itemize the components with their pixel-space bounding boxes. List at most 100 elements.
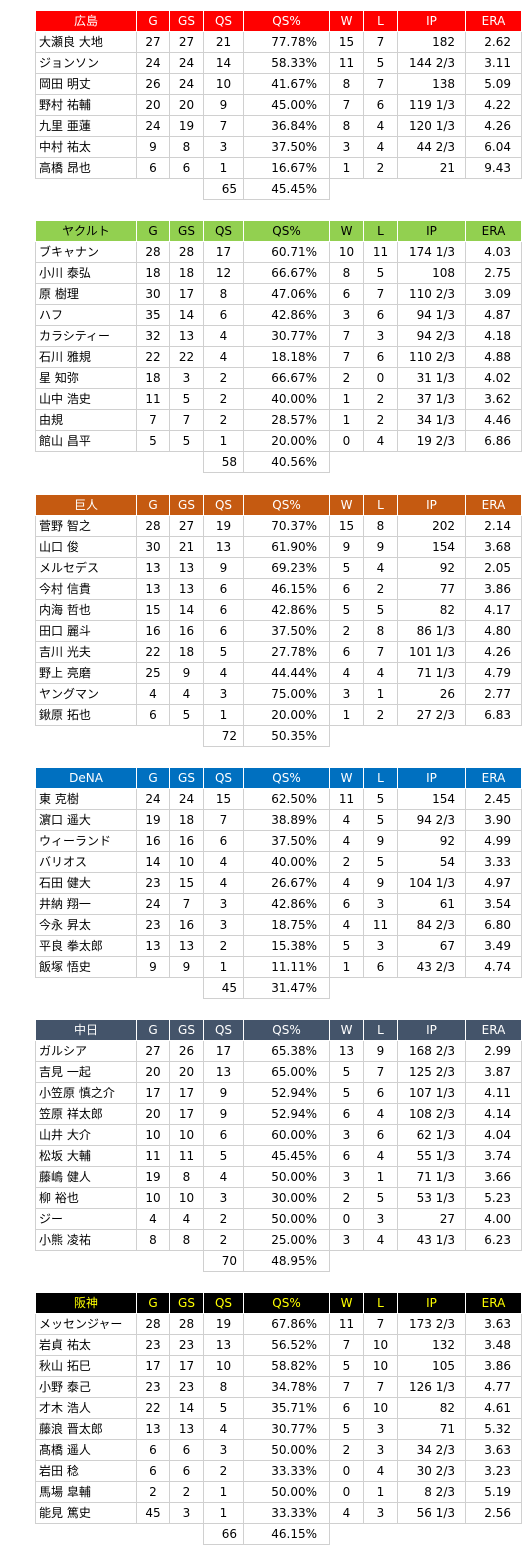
innings-pitched-cell: 27 2/3 bbox=[397, 704, 466, 726]
games-cell: 2 bbox=[136, 1481, 170, 1503]
era-cell: 2.05 bbox=[465, 557, 522, 579]
games-started-cell: 13 bbox=[169, 1418, 204, 1440]
era-cell: 3.49 bbox=[465, 935, 522, 957]
empty-cell bbox=[364, 1524, 398, 1545]
losses-cell: 6 bbox=[363, 94, 398, 116]
wins-cell: 1 bbox=[329, 956, 364, 978]
innings-pitched-cell: 55 1/3 bbox=[397, 1145, 466, 1167]
wins-cell: 2 bbox=[329, 620, 364, 642]
games-started-cell: 13 bbox=[169, 935, 204, 957]
losses-cell: 2 bbox=[363, 704, 398, 726]
empty-cell bbox=[330, 726, 364, 747]
quality-starts-cell: 10 bbox=[203, 73, 244, 95]
empty-cell bbox=[364, 1251, 398, 1272]
total-qs-rate: 50.35% bbox=[243, 725, 330, 747]
quality-starts-cell: 1 bbox=[203, 704, 244, 726]
wins-cell: 1 bbox=[329, 704, 364, 726]
team-table-3: DeNA G GS QS QS% W L IP ERA 東 克樹 24 24 15 62.50% 11 5 15… bbox=[35, 767, 522, 999]
wins-cell: 2 bbox=[329, 1439, 364, 1461]
wins-cell: 8 bbox=[329, 115, 364, 137]
total-quality-starts: 65 bbox=[203, 178, 244, 200]
wins-cell: 5 bbox=[329, 1061, 364, 1083]
quality-starts-cell: 9 bbox=[203, 1082, 244, 1104]
player-name-cell: ウィーランド bbox=[35, 830, 137, 852]
era-cell: 3.90 bbox=[465, 809, 522, 831]
era-cell: 2.62 bbox=[465, 31, 522, 53]
qs-rate-cell: 52.94% bbox=[243, 1103, 330, 1125]
losses-cell: 4 bbox=[363, 115, 398, 137]
empty-cell bbox=[398, 452, 466, 473]
table-row: 星 知弥 18 3 2 66.67% 2 0 31 1/3 4.02 bbox=[35, 367, 522, 389]
games-cell: 28 bbox=[136, 1313, 170, 1335]
table-row: ジョンソン 24 24 14 58.33% 11 5 144 2/3 3.11 bbox=[35, 52, 522, 74]
column-header-innings-pitched: IP bbox=[397, 10, 466, 32]
era-cell: 3.33 bbox=[465, 851, 522, 873]
games-cell: 6 bbox=[136, 157, 170, 179]
games-started-cell: 27 bbox=[169, 515, 204, 537]
losses-cell: 3 bbox=[363, 1439, 398, 1461]
table-row: 中村 祐太 9 8 3 37.50% 3 4 44 2/3 6.04 bbox=[35, 136, 522, 158]
wins-cell: 2 bbox=[329, 367, 364, 389]
player-name-cell: 才木 浩人 bbox=[35, 1397, 137, 1419]
losses-cell: 4 bbox=[363, 1229, 398, 1251]
table-row: 吉見 一起 20 20 13 65.00% 5 7 125 2/3 3.87 bbox=[35, 1061, 522, 1083]
innings-pitched-cell: 110 2/3 bbox=[397, 346, 466, 368]
empty-cell bbox=[170, 452, 204, 473]
era-cell: 4.88 bbox=[465, 346, 522, 368]
qs-rate-cell: 16.67% bbox=[243, 157, 330, 179]
empty-cell bbox=[398, 978, 466, 999]
table-row: 今永 昇太 23 16 3 18.75% 4 11 84 2/3 6.80 bbox=[35, 914, 522, 936]
empty-cell bbox=[36, 726, 137, 747]
games-cell: 23 bbox=[136, 1376, 170, 1398]
losses-cell: 10 bbox=[363, 1397, 398, 1419]
games-cell: 25 bbox=[136, 662, 170, 684]
quality-starts-cell: 4 bbox=[203, 1418, 244, 1440]
column-header-wins: W bbox=[329, 10, 364, 32]
wins-cell: 11 bbox=[329, 788, 364, 810]
qs-rate-cell: 66.67% bbox=[243, 262, 330, 284]
qs-rate-cell: 27.78% bbox=[243, 641, 330, 663]
column-header-losses: L bbox=[363, 10, 398, 32]
qs-rate-cell: 65.38% bbox=[243, 1040, 330, 1062]
table-row: 能見 篤史 45 3 1 33.33% 4 3 56 1/3 2.56 bbox=[35, 1502, 522, 1524]
column-header-qs-rate: QS% bbox=[243, 220, 330, 242]
column-header-innings-pitched: IP bbox=[397, 767, 466, 789]
qs-rate-cell: 33.33% bbox=[243, 1502, 330, 1524]
qs-rate-cell: 36.84% bbox=[243, 115, 330, 137]
quality-starts-cell: 14 bbox=[203, 52, 244, 74]
table-row: 由規 7 7 2 28.57% 1 2 34 1/3 4.46 bbox=[35, 409, 522, 431]
quality-starts-cell: 2 bbox=[203, 1460, 244, 1482]
games-started-cell: 17 bbox=[169, 1355, 204, 1377]
player-name-cell: 石田 健大 bbox=[35, 872, 137, 894]
wins-cell: 6 bbox=[329, 283, 364, 305]
losses-cell: 11 bbox=[363, 914, 398, 936]
qs-rate-cell: 37.50% bbox=[243, 620, 330, 642]
total-qs-rate: 40.56% bbox=[243, 451, 330, 473]
wins-cell: 3 bbox=[329, 1166, 364, 1188]
empty-cell bbox=[137, 1524, 170, 1545]
innings-pitched-cell: 67 bbox=[397, 935, 466, 957]
team-name: 広島 bbox=[35, 10, 137, 32]
wins-cell: 6 bbox=[329, 1103, 364, 1125]
losses-cell: 3 bbox=[363, 1208, 398, 1230]
total-quality-starts: 72 bbox=[203, 725, 244, 747]
quality-starts-cell: 5 bbox=[203, 1397, 244, 1419]
total-quality-starts: 58 bbox=[203, 451, 244, 473]
table-row: ガルシア 27 26 17 65.38% 13 9 168 2/3 2.99 bbox=[35, 1040, 522, 1062]
games-started-cell: 6 bbox=[169, 1439, 204, 1461]
empty-cell bbox=[364, 726, 398, 747]
games-started-cell: 19 bbox=[169, 115, 204, 137]
table-row: カラシティー 32 13 4 30.77% 7 3 94 2/3 4.18 bbox=[35, 325, 522, 347]
table-row: 山口 俊 30 21 13 61.90% 9 9 154 3.68 bbox=[35, 536, 522, 558]
table-row: メッセンジャー 28 28 19 67.86% 11 7 173 2/3 3.63 bbox=[35, 1313, 522, 1335]
qs-rate-cell: 47.06% bbox=[243, 283, 330, 305]
empty-cell bbox=[137, 978, 170, 999]
stats-table: DeNA G GS QS QS% W L IP ERA 東 克樹 24 24 15 62.50% 11 5 15… bbox=[35, 767, 522, 999]
table-row: 井納 翔一 24 7 3 42.86% 6 3 61 3.54 bbox=[35, 893, 522, 915]
era-cell: 3.63 bbox=[465, 1313, 522, 1335]
games-cell: 24 bbox=[136, 893, 170, 915]
losses-cell: 7 bbox=[363, 31, 398, 53]
player-name-cell: 藤嶋 健人 bbox=[35, 1166, 137, 1188]
table-row: 藤浪 晋太郎 13 13 4 30.77% 5 3 71 5.32 bbox=[35, 1418, 522, 1440]
innings-pitched-cell: 37 1/3 bbox=[397, 388, 466, 410]
